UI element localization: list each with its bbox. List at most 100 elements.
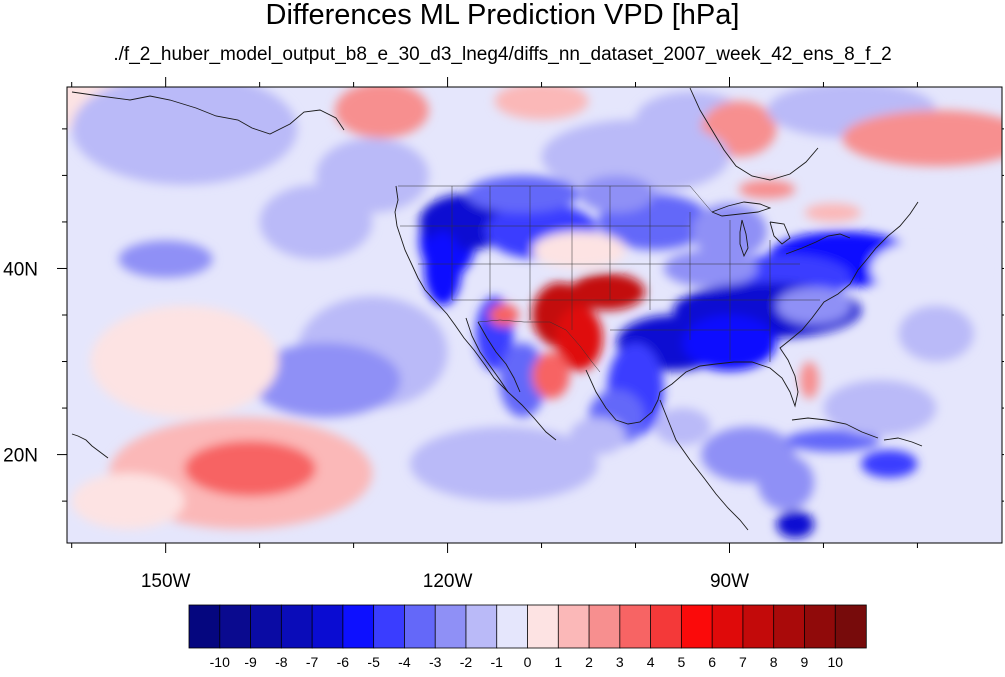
colorbar-swatch <box>311 604 344 649</box>
colorbar-swatch <box>742 604 775 649</box>
lat-tick-label: 40N <box>3 259 38 280</box>
colorbar-label: -9 <box>244 654 257 670</box>
field-anomaly-49 <box>861 449 918 478</box>
colorbar-label: -5 <box>367 654 380 670</box>
colorbar-swatch <box>250 604 283 649</box>
field-anomaly-42 <box>488 303 519 327</box>
plot-area <box>67 87 1002 543</box>
colorbar-swatch <box>834 604 867 649</box>
colorbar-swatch <box>219 604 252 649</box>
field-anomaly-54 <box>799 361 819 399</box>
colorbar-swatch <box>280 604 313 649</box>
field-anomaly-13 <box>250 342 401 418</box>
state-borders <box>398 185 820 373</box>
coast-gulf-california <box>477 321 521 393</box>
field-anomaly-25 <box>579 175 655 213</box>
colorbar-label: 3 <box>616 654 624 670</box>
coast-lake-erie-ontario <box>785 233 851 255</box>
colorbar-swatch <box>465 604 498 649</box>
colorbar-label: 4 <box>647 654 655 670</box>
colorbar-label: -1 <box>491 654 504 670</box>
colorbar-labels: -10 -9 -8 -7 -6 -5 -4 -3 -2 -1 0 1 2 3 4 5 6 7 8 9 10 <box>210 654 844 670</box>
field-anomaly-45 <box>654 408 711 446</box>
field-anomaly-1 <box>71 87 298 185</box>
field-anomaly-55 <box>738 180 796 199</box>
field-anomaly-17 <box>71 473 185 530</box>
colorbar-swatch <box>588 604 621 649</box>
colorbar-swatch <box>773 604 806 649</box>
coast-cuba <box>791 417 879 439</box>
field-anomaly-48 <box>757 454 815 511</box>
coast-gulf-mexico <box>585 201 919 425</box>
coast-hudson-bay <box>689 87 819 181</box>
colorbar-label: 9 <box>801 654 809 670</box>
field-anomaly-11 <box>118 240 213 278</box>
colorbar-swatch <box>496 604 529 649</box>
coast-baja <box>465 317 509 393</box>
colorbar-swatch <box>804 604 836 649</box>
colorbar-swatch <box>188 604 221 649</box>
field-anomaly-26 <box>691 203 768 260</box>
field-anomaly-7 <box>842 110 1002 167</box>
field-anomaly-41 <box>569 273 645 311</box>
map-subtitle: ./f_2_huber_model_output_b8_e_30_d3_lneg… <box>113 44 892 65</box>
map-title: Differences ML Prediction VPD [hPa] <box>265 0 740 31</box>
colorbar-swatch <box>404 604 436 649</box>
field-anomaly-40 <box>532 352 570 399</box>
difference-field <box>67 87 1002 539</box>
colorbar-label: 2 <box>585 654 593 670</box>
colorbar-swatch <box>711 604 744 649</box>
field-anomaly-43 <box>532 231 627 269</box>
coast-hawaii <box>71 433 109 459</box>
colorbar <box>188 604 867 649</box>
border-us-mexico <box>477 319 601 373</box>
colorbar-label: -8 <box>275 654 288 670</box>
colorbar-label: 6 <box>708 654 716 670</box>
lon-tick-label: 90W <box>710 571 749 592</box>
field-anomaly-37 <box>776 287 852 325</box>
colorbar-swatch <box>619 604 652 649</box>
lon-tick-label: 120W <box>423 571 473 592</box>
field-anomaly-3 <box>494 87 589 120</box>
colorbar-label: -4 <box>398 654 411 670</box>
field-anomaly-56 <box>804 203 862 222</box>
coast-hispaniola <box>883 437 923 447</box>
colorbar-label: -10 <box>210 654 230 670</box>
colorbar-swatch <box>557 604 590 649</box>
coast-central-america <box>659 399 749 531</box>
field-anomaly-23 <box>466 175 580 213</box>
coastlines <box>71 87 923 531</box>
colorbar-label: 7 <box>739 654 747 670</box>
field-anomaly-10 <box>259 184 373 260</box>
field-anomaly-14 <box>90 305 279 418</box>
axis-ticks <box>57 77 1004 553</box>
coast-lake-michigan <box>739 219 749 258</box>
field-anomaly-39 <box>555 305 603 371</box>
colorbar-swatch <box>342 604 375 649</box>
colorbar-label: -7 <box>306 654 319 670</box>
field-anomaly-32 <box>682 315 777 371</box>
field-anomaly-8 <box>541 119 730 195</box>
coast-pacific <box>394 185 557 441</box>
field-anomaly-51 <box>823 380 937 436</box>
colorbar-label: 10 <box>827 654 843 670</box>
field-anomaly-50 <box>776 510 815 539</box>
colorbar-label: -2 <box>460 654 473 670</box>
coast-alaska <box>71 91 345 135</box>
field-anomaly-2 <box>334 87 429 139</box>
colorbar-label: 0 <box>524 654 532 670</box>
colorbar-swatch <box>434 604 467 649</box>
colorbar-swatch <box>680 604 713 649</box>
colorbar-label: 8 <box>770 654 778 670</box>
axis-tick-labels: 150W 120W 90W 40N 20N <box>3 259 749 592</box>
colorbar-label: -3 <box>429 654 442 670</box>
coast-lake-huron <box>769 221 791 245</box>
field-anomaly-53 <box>870 240 984 297</box>
lon-tick-label: 150W <box>141 571 191 592</box>
field-anomaly-36 <box>499 342 547 418</box>
field-anomaly-52 <box>898 305 974 362</box>
border-us-canada <box>398 185 713 213</box>
field-anomaly-47 <box>785 429 880 452</box>
